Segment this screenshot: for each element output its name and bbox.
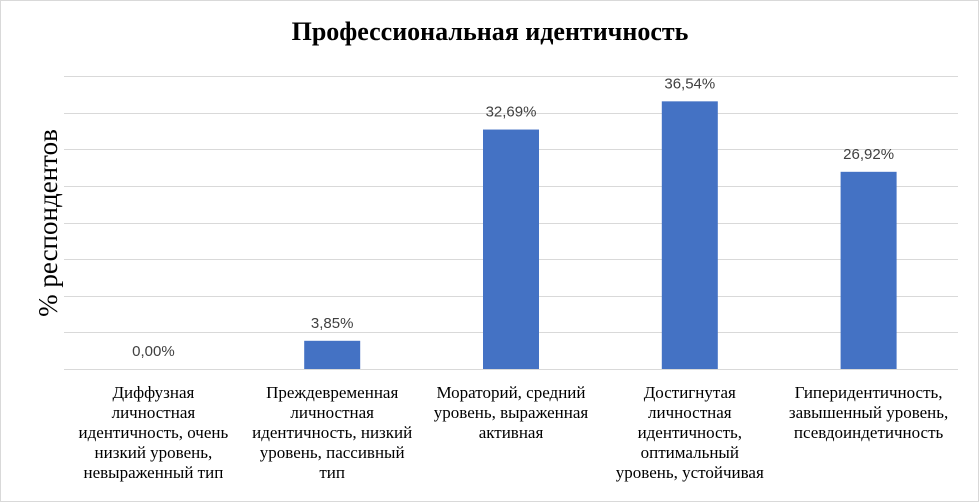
y-axis-label: % респондентов <box>33 129 63 317</box>
category-label: Гиперидентичность, завышенный уровень, псе… <box>789 383 948 442</box>
bars <box>304 101 897 370</box>
category-label: Преждевременная личностная идентичность, н… <box>252 383 412 482</box>
data-label: 3,85% <box>311 315 354 332</box>
category-label: Диффузная личностная идентичность, очень ни… <box>79 383 229 482</box>
chart-title: Профессиональная идентичность <box>292 17 689 46</box>
bar <box>661 101 718 370</box>
bar <box>483 129 539 369</box>
data-label: 26,92% <box>843 146 894 163</box>
data-labels: 0,00% 3,85% 32,69% 36,54% 26,92% <box>132 75 894 360</box>
data-label: 36,54% <box>664 75 715 92</box>
category-labels: Диффузная личностная идентичность, очень ни… <box>79 383 949 482</box>
data-label: 0,00% <box>132 343 175 360</box>
category-label: Достигнутая личностная идентичность, оптима… <box>616 383 764 482</box>
data-label: 32,69% <box>486 104 537 121</box>
bar <box>304 340 361 369</box>
category-label: Мораторий, средний уровень, выраженная акт… <box>434 383 589 442</box>
bar <box>840 171 897 369</box>
